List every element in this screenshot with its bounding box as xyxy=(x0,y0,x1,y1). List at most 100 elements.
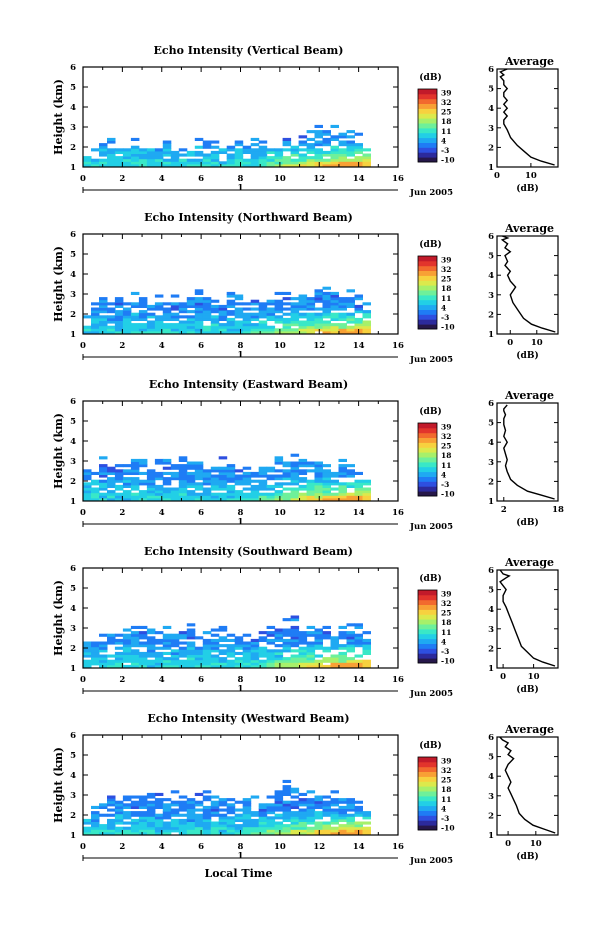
heatmap-cell xyxy=(274,808,284,812)
average-x-label: (dB) xyxy=(516,517,538,528)
heatmap-cell xyxy=(218,798,228,802)
heatmap-cell xyxy=(234,657,244,661)
colorbar-unit-label: (dB) xyxy=(419,239,441,250)
heatmap-cell xyxy=(290,821,300,825)
heatmap-cell xyxy=(298,654,308,658)
heatmap-cell xyxy=(338,312,347,316)
heatmap-cell xyxy=(194,325,204,329)
heatmap-cell xyxy=(282,291,292,295)
heatmap-cell xyxy=(258,659,268,663)
heatmap-cell xyxy=(290,631,300,635)
heatmap-cell xyxy=(226,646,236,650)
heatmap-cell xyxy=(242,312,252,316)
heatmap-cell xyxy=(130,803,140,807)
heatmap-cell xyxy=(194,153,204,157)
heatmap-cell xyxy=(346,150,355,154)
heatmap-cell xyxy=(178,831,188,835)
heatmap-cell xyxy=(258,330,268,334)
heatmap-cell xyxy=(298,487,308,491)
heatmap-cell xyxy=(314,638,323,642)
heatmap-cell xyxy=(322,633,331,637)
heatmap-cell xyxy=(226,317,236,321)
heatmap-cell xyxy=(306,312,316,316)
panel-3: Echo Intensity (Southward Beam)0 2 4 6 8 10 12… xyxy=(52,545,559,699)
heatmap-cell xyxy=(354,625,363,629)
heatmap-cell xyxy=(138,302,148,306)
heatmap-cell xyxy=(99,310,108,314)
heatmap-cell xyxy=(107,798,116,802)
heatmap-cell xyxy=(130,625,140,629)
heatmap-cell xyxy=(314,826,323,830)
colorbar-swatch xyxy=(418,127,437,134)
heatmap-cell xyxy=(234,148,244,152)
heatmap-cell xyxy=(114,477,124,481)
heatmap-cell xyxy=(130,158,140,162)
heatmap-cell xyxy=(298,471,308,475)
heatmap-cell xyxy=(218,803,228,807)
heatmap-cell xyxy=(146,325,156,329)
heatmap-cell xyxy=(107,156,116,160)
heatmap-cell xyxy=(250,325,260,329)
heatmap-cell xyxy=(194,145,204,149)
heatmap-cell xyxy=(314,646,323,650)
heatmap-cell xyxy=(194,800,204,804)
heatmap-cell xyxy=(130,161,140,165)
heatmap-cell xyxy=(306,479,316,483)
heatmap-cell xyxy=(146,631,156,635)
heatmap-cell xyxy=(282,137,292,141)
heatmap-cell xyxy=(122,315,132,319)
heatmap-cell xyxy=(122,153,132,157)
heatmap-cell xyxy=(162,625,172,629)
colorbar-swatch xyxy=(418,471,437,477)
heatmap-cell xyxy=(194,150,204,154)
heatmap-cell xyxy=(226,158,236,162)
heatmap-cell xyxy=(138,297,148,301)
heatmap-cell xyxy=(250,659,260,663)
heatmap-cell xyxy=(138,461,148,465)
heatmap-cell xyxy=(162,479,172,483)
heatmap-cell xyxy=(266,829,276,833)
heatmap-cell xyxy=(338,299,347,303)
heatmap-cell xyxy=(242,163,252,167)
heatmap-cell xyxy=(298,808,308,812)
heatmap-cell xyxy=(346,297,355,301)
heatmap-cell xyxy=(266,803,276,807)
colorbar-swatch xyxy=(418,805,437,811)
heatmap-cell xyxy=(138,654,148,658)
heatmap-cell xyxy=(290,158,300,162)
colorbar-tick-label: 39 xyxy=(441,757,451,766)
heatmap-cell xyxy=(154,664,164,668)
heatmap-cell xyxy=(346,330,355,334)
heatmap-cell xyxy=(282,664,292,668)
heatmap-cell xyxy=(226,477,236,481)
heatmap-cell xyxy=(202,490,212,494)
y-tick-label: 4 xyxy=(70,437,76,447)
heatmap-cell xyxy=(322,130,331,134)
heatmap-cell xyxy=(162,325,172,329)
heatmap-cell xyxy=(282,156,292,160)
heatmap-cell xyxy=(114,805,124,809)
heatmap-cell xyxy=(346,304,355,308)
heatmap-cell xyxy=(210,641,220,645)
heatmap-cell xyxy=(354,659,363,663)
heatmap-cell xyxy=(306,798,316,802)
heatmap-cell xyxy=(107,497,116,501)
heatmap-cell xyxy=(146,469,156,473)
heatmap-cell xyxy=(162,808,172,812)
colorbar-swatch xyxy=(418,432,437,438)
heatmap-cell xyxy=(250,474,260,478)
heatmap-cell xyxy=(274,628,284,632)
heatmap-cell xyxy=(122,330,132,334)
heatmap-cell xyxy=(186,824,196,828)
heatmap-cell xyxy=(130,641,140,645)
heatmap-cell xyxy=(99,325,108,329)
heatmap-cell xyxy=(362,831,371,835)
colorbar-swatch xyxy=(418,132,437,139)
heatmap-cell xyxy=(354,633,363,637)
heatmap-cell xyxy=(226,831,236,835)
heatmap-cell xyxy=(298,816,308,820)
heatmap-cell xyxy=(122,628,132,632)
colorbar-swatch xyxy=(418,270,437,276)
heatmap-cell xyxy=(282,787,292,791)
heatmap-cell xyxy=(99,479,108,483)
